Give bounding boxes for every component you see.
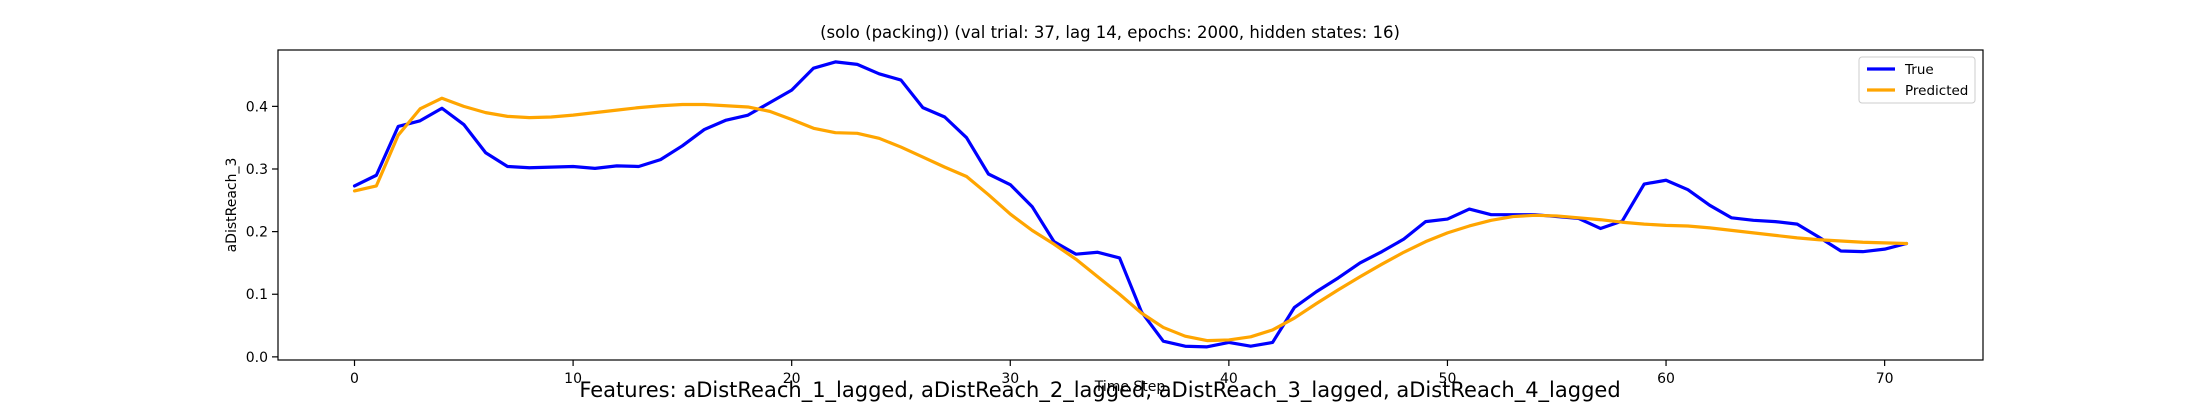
x-tick-label: 20 [783, 371, 801, 387]
y-axis-label: aDistReach_3 [224, 158, 240, 253]
y-tick-label: 0.1 [246, 287, 268, 303]
legend: True Predicted [1858, 56, 1976, 104]
y-tick-label: 0.3 [246, 162, 268, 178]
series-line-predicted [352, 96, 1909, 343]
x-tick-label: 30 [1001, 371, 1019, 387]
y-axis: 0.0 0.1 0.2 0.3 0.4 [246, 99, 278, 366]
plot-area [352, 60, 1909, 349]
x-tick-label: 70 [1876, 371, 1894, 387]
series-line-true [352, 60, 1909, 349]
x-tick-label: 0 [350, 371, 359, 387]
x-tick-label: 40 [1220, 371, 1238, 387]
plot-frame [277, 49, 1984, 361]
x-axis: 0 10 20 30 40 50 60 70 [350, 360, 1894, 387]
y-tick-label: 0.0 [246, 350, 268, 366]
x-tick-label: 10 [564, 371, 582, 387]
y-tick-label: 0.4 [246, 99, 268, 115]
legend-label-predicted: Predicted [1905, 83, 1968, 99]
x-tick-label: 50 [1439, 371, 1457, 387]
chart-title: (solo (packing)) (val trial: 37, lag 14,… [820, 23, 1400, 42]
x-tick-label: 60 [1657, 371, 1675, 387]
features-caption: Features: aDistReach_1_lagged, aDistReac… [579, 378, 1621, 402]
y-tick-label: 0.2 [246, 225, 268, 241]
legend-label-true: True [1904, 62, 1934, 78]
x-axis-label: Time Step [1094, 379, 1166, 395]
